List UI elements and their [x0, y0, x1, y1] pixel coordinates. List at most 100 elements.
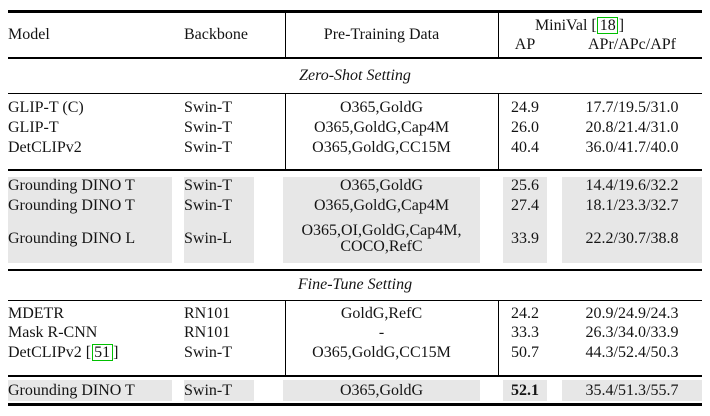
model-name: DetCLIPv2 — [8, 139, 82, 156]
horizontal-rule — [8, 269, 702, 271]
cell-model: DetCLIPv2 [51] — [8, 343, 172, 363]
citation-number-box[interactable]: 18 — [597, 17, 619, 34]
cell-backbone: Swin-L — [184, 215, 254, 263]
section-title: Fine-Tune Setting — [8, 271, 702, 300]
table-row: GLIP-T Swin-T O365,GoldG,Cap4M 26.0 20.8/21.… — [8, 118, 702, 138]
cell-model: MDETR — [8, 304, 172, 324]
table-row: Grounding DINO T Swin-T O365,GoldG 25.6 14.4… — [8, 176, 702, 196]
cell-pretraining-data: O365,GoldG,CC15M — [283, 343, 480, 363]
column-separator-line — [497, 92, 499, 171]
column-header-pretraining-data: Pre-Training Data — [283, 26, 480, 44]
cell-model: Grounding DINO T — [8, 196, 172, 216]
cell-backbone: RN101 — [184, 324, 231, 342]
cell-ap: 33.3 — [511, 324, 539, 342]
column-header-backbone: Backbone — [184, 26, 254, 44]
model-name: Grounding DINO T — [8, 196, 135, 214]
column-separator-line — [497, 13, 499, 59]
cell-model: Mask R-CNN — [8, 324, 172, 344]
cell-model: GLIP-T (C) — [8, 98, 172, 118]
table-header-row: Model Backbone Pre-Training Data MiniVal… — [8, 13, 702, 57]
model-name: Grounding DINO L — [8, 230, 136, 247]
table-row-group: Grounding DINO T Swin-T O365,GoldG 25.6 14.4… — [8, 171, 702, 270]
model-name: Grounding DINO T — [8, 381, 135, 399]
section-title: Zero-Shot Setting — [8, 59, 702, 93]
cell-ap: 50.7 — [511, 343, 539, 361]
cell-pretraining-data: O365,OI,GoldG,Cap4M, COCO,RefC — [283, 215, 480, 263]
model-name: Grounding DINO T — [8, 177, 135, 195]
cell-backbone: RN101 — [184, 304, 231, 322]
table-row: MDETR RN101 GoldG,RefC 24.2 20.9/24.9/24.3 — [8, 304, 702, 324]
column-header-minival-group: MiniVal [18] AP APr/APc/APf — [503, 16, 702, 54]
cell-pretraining-data: O365,GoldG,Cap4M — [283, 196, 480, 216]
minival-subheader: AP APr/APc/APf — [503, 35, 702, 54]
cell-model: Grounding DINO T — [8, 176, 172, 196]
table-row: Mask R-CNN RN101 - 33.3 26.3/34.0/33.9 — [8, 324, 702, 344]
cell-pretraining-data: - — [283, 324, 480, 344]
pretraining-data-text: - — [378, 324, 385, 342]
section-title-label: Fine-Tune Setting — [297, 276, 413, 293]
table-row: GLIP-T (C) Swin-T O365,GoldG 24.9 17.7/19.5/… — [8, 98, 702, 118]
cell-aprcf: 44.3/52.4/50.3 — [585, 343, 679, 361]
cell-aprcf: 17.7/19.5/31.0 — [585, 99, 679, 116]
cell-model: Grounding DINO L — [8, 215, 172, 263]
cell-ap: 24.9 — [511, 99, 539, 116]
model-name: GLIP-T — [8, 119, 59, 136]
cell-ap: 24.2 — [511, 304, 539, 322]
citation-link[interactable]: [51] — [85, 343, 119, 361]
model-name: GLIP-T (C) — [8, 99, 84, 116]
cell-pretraining-data: O365,GoldG — [283, 176, 480, 196]
cell-backbone: Swin-T — [184, 176, 254, 196]
cell-ap: 25.6 — [503, 176, 547, 196]
cell-aprcf: 36.0/41.7/40.0 — [585, 139, 679, 156]
table-row: Grounding DINO T Swin-T O365,GoldG 52.1 35.4… — [8, 380, 702, 401]
pretraining-data-text: O365,GoldG,CC15M — [312, 343, 451, 361]
cell-ap: 26.0 — [511, 119, 539, 136]
pretraining-data-text: O365,GoldG,CC15M — [312, 139, 451, 156]
horizontal-rule — [8, 375, 702, 377]
pretraining-data-text: O365,GoldG — [339, 99, 424, 116]
benchmark-table: Model Backbone Pre-Training Data MiniVal… — [8, 10, 702, 406]
column-separator-line — [284, 13, 286, 59]
table-body: Zero-Shot Setting GLIP-T (C) Swin-T O365,Go… — [8, 59, 702, 406]
column-header-pretraining-label: Pre-Training Data — [323, 26, 440, 43]
column-header-ap: AP — [514, 36, 536, 53]
table-row-group: MDETR RN101 GoldG,RefC 24.2 20.9/24.9/24.3 Ma… — [8, 301, 702, 375]
table-row: DetCLIPv2 Swin-T O365,GoldG,CC15M 40.4 36.0/… — [8, 138, 702, 158]
horizontal-rule — [8, 169, 702, 171]
cell-backbone: Swin-T — [184, 139, 232, 156]
cell-backbone: Swin-T — [184, 380, 254, 401]
cell-pretraining-data: GoldG,RefC — [283, 304, 480, 324]
cell-aprcf: 35.4/51.3/55.7 — [562, 380, 702, 401]
pretraining-data-text: O365,GoldG,Cap4M — [313, 119, 450, 136]
cell-ap: 33.9 — [503, 215, 547, 263]
column-header-aprcf: APr/APc/APf — [587, 36, 676, 53]
citation-link-minival[interactable]: [18] — [591, 17, 625, 34]
minival-title-label: MiniVal — [534, 17, 588, 34]
column-header-model-label: Model — [8, 26, 50, 43]
cell-ap: 27.4 — [503, 196, 547, 216]
minival-title: MiniVal [18] — [535, 16, 624, 35]
cell-model: GLIP-T — [8, 118, 172, 138]
cell-model: Grounding DINO T — [8, 380, 172, 401]
cell-backbone: Swin-T — [184, 196, 254, 216]
cell-aprcf: 18.1/23.3/32.7 — [562, 196, 702, 216]
cell-pretraining-data: O365,GoldG — [283, 98, 480, 118]
cell-aprcf: 26.3/34.0/33.9 — [585, 324, 679, 342]
cell-aprcf: 22.2/30.7/38.8 — [562, 215, 702, 263]
column-separator-line — [284, 92, 286, 171]
horizontal-rule — [8, 92, 702, 94]
model-name: DetCLIPv2 — [8, 343, 82, 361]
section-title-label: Zero-Shot Setting — [299, 66, 411, 84]
table-row-group: Grounding DINO T Swin-T O365,GoldG 52.1 35.4… — [8, 377, 702, 404]
cell-backbone: Swin-T — [184, 119, 232, 136]
cell-aprcf: 20.9/24.9/24.3 — [585, 304, 679, 322]
cell-aprcf: 20.8/21.4/31.0 — [585, 119, 679, 136]
cell-ap: 40.4 — [511, 139, 539, 156]
table-top-rule — [8, 10, 702, 13]
column-header-backbone-label: Backbone — [184, 26, 248, 43]
citation-number-box[interactable]: 51 — [91, 343, 113, 361]
cell-aprcf: 14.4/19.6/32.2 — [562, 176, 702, 196]
cell-pretraining-data: O365,GoldG — [283, 380, 480, 401]
table-row: Grounding DINO L Swin-L O365,OI,GoldG,Cap4… — [8, 215, 702, 263]
